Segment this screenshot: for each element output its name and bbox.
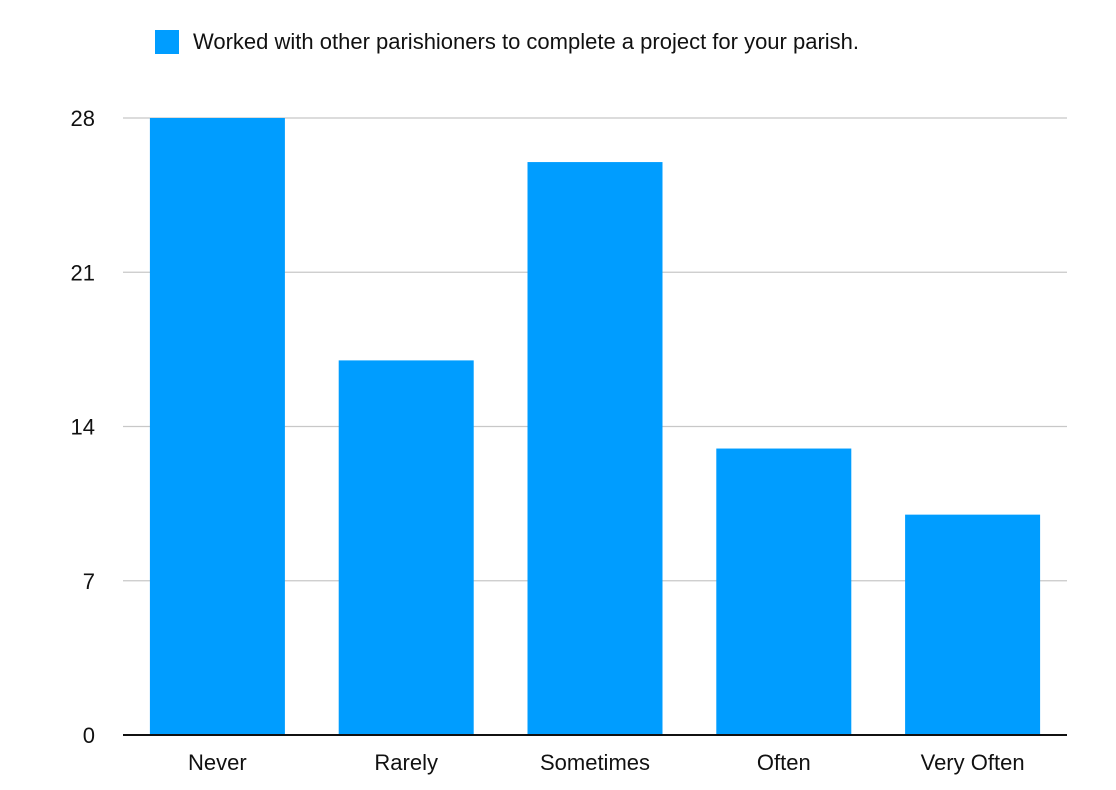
y-tick-label-28: 28 (71, 106, 95, 131)
y-tick-label-7: 7 (83, 569, 95, 594)
x-tick-label-very-often: Very Often (921, 750, 1025, 775)
legend-label: Worked with other parishioners to comple… (193, 29, 860, 54)
y-tick-label-21: 21 (71, 260, 95, 285)
bar-sometimes (527, 162, 663, 736)
x-tick-label-rarely: Rarely (374, 750, 438, 775)
bar-rarely (338, 360, 474, 735)
legend-swatch (155, 30, 179, 54)
bars (149, 118, 1041, 736)
x-tick-label-never: Never (188, 750, 247, 775)
bar-very-often (905, 514, 1041, 735)
x-tick-label-often: Often (757, 750, 811, 775)
bar-never (149, 118, 285, 735)
x-tick-label-sometimes: Sometimes (540, 750, 650, 775)
legend: Worked with other parishioners to comple… (155, 28, 859, 56)
tick-labels: 0 7 14 21 28 Never Rarely Sometimes Often Very Of… (71, 106, 1025, 775)
bar-often (716, 448, 852, 735)
y-tick-label-14: 14 (71, 415, 95, 440)
y-tick-label-0: 0 (83, 723, 95, 748)
